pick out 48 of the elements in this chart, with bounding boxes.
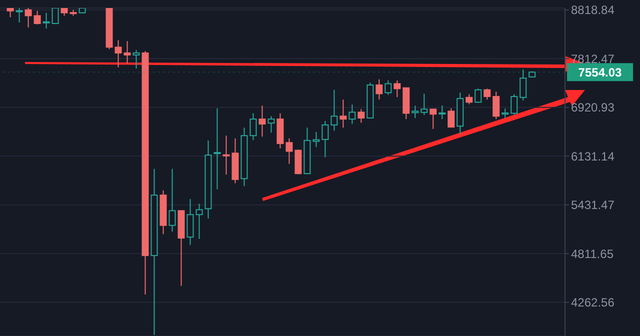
candlestick [114, 40, 122, 68]
y-tick-label: 4811.65 [571, 246, 614, 261]
candlestick [492, 91, 500, 120]
candlestick [168, 168, 176, 232]
candlestick [258, 105, 266, 138]
candlestick [132, 50, 140, 70]
candlestick [286, 138, 293, 164]
candlestick [250, 112, 257, 141]
candlestick [214, 108, 221, 190]
candlestick [124, 40, 131, 64]
candlestick [268, 116, 275, 134]
candlestick [330, 89, 338, 132]
y-tick-label: 6131.14 [571, 149, 615, 164]
candlestick [16, 8, 23, 24]
candlestick [340, 99, 347, 128]
candlestick [384, 80, 392, 96]
candlestick [24, 8, 32, 28]
ref-line-label: 7554.03 [578, 66, 622, 80]
candlestick [6, 8, 14, 18]
candlestick [348, 104, 356, 125]
candlestick [52, 8, 59, 24]
candlestick [294, 149, 302, 175]
y-tick-label: 4262.56 [571, 296, 615, 310]
candlestick [412, 105, 419, 119]
candlestick [186, 198, 194, 246]
candlestick [312, 131, 320, 148]
candlestick [420, 93, 428, 116]
y-tick-label: 8818.84 [571, 3, 615, 18]
candlestick [430, 108, 437, 130]
candlestick [510, 94, 518, 115]
candlestick [394, 80, 401, 98]
candlestick [222, 135, 230, 176]
candlestick [322, 120, 329, 158]
candlestick [42, 12, 50, 29]
y-tick-label: 5431.47 [571, 198, 615, 212]
candlestick [376, 78, 383, 100]
y-tick-label: 6920.93 [571, 100, 615, 115]
candlestick [474, 88, 482, 104]
candlestick [502, 108, 509, 119]
candlestick [34, 10, 41, 25]
candlestick [520, 68, 527, 101]
candlestick [196, 203, 203, 240]
candlestick [466, 94, 473, 105]
candlestick [484, 88, 491, 100]
candlestick [438, 104, 446, 120]
y-tick-label: 7812.47 [571, 52, 615, 66]
candlestick [358, 108, 365, 124]
candlestick [448, 108, 455, 128]
